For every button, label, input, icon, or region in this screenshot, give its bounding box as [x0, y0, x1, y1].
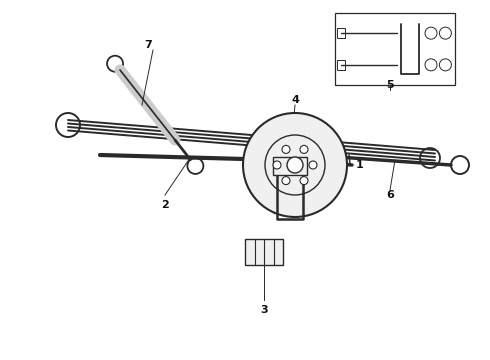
Text: 4: 4	[291, 95, 299, 105]
Circle shape	[440, 59, 451, 71]
Circle shape	[440, 27, 451, 39]
Circle shape	[282, 177, 290, 185]
Text: 5: 5	[386, 80, 394, 90]
Circle shape	[282, 145, 290, 153]
Text: 3: 3	[260, 305, 268, 315]
Text: 6: 6	[386, 190, 394, 200]
Circle shape	[300, 177, 308, 185]
Bar	[337, 28, 345, 38]
Bar	[337, 60, 345, 70]
Circle shape	[300, 145, 308, 153]
Circle shape	[425, 59, 437, 71]
Circle shape	[425, 27, 437, 39]
Bar	[335, 13, 455, 85]
Bar	[245, 239, 283, 265]
Circle shape	[309, 161, 317, 169]
Text: 2: 2	[161, 200, 169, 210]
Bar	[273, 157, 307, 175]
Circle shape	[273, 161, 281, 169]
Circle shape	[243, 113, 347, 217]
Text: 7: 7	[144, 40, 152, 50]
Text: 1: 1	[356, 160, 364, 170]
Circle shape	[287, 157, 303, 173]
